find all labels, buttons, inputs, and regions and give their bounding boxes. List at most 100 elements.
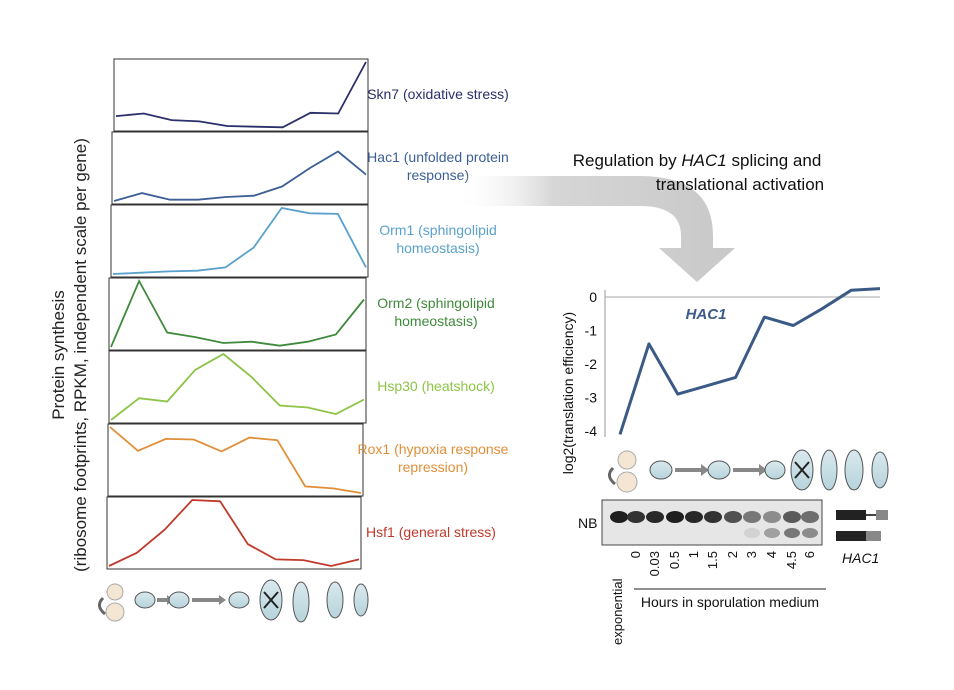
series-label-hsp30: Hsp30 (heatshock) — [377, 378, 495, 394]
blot-band-lower — [802, 528, 818, 538]
cell-stage2-icon-left — [168, 591, 190, 609]
hours-tick-label: 0.5 — [667, 551, 682, 569]
te-y-tick-label: -4 — [585, 423, 598, 439]
series-label-orm2: Orm2 (sphingolipid — [377, 295, 495, 311]
panel-frame-rox1 — [107, 423, 364, 497]
hours-tick-label: 0 — [628, 551, 643, 558]
panel-hac1: Hac1 (unfolded protein response) — [111, 131, 509, 205]
cell-stage2-icon — [707, 460, 731, 480]
hours-tick-label: 3 — [744, 551, 759, 558]
cell-stage5-icon — [820, 449, 838, 491]
spindle-icon-left — [263, 591, 279, 609]
series-line-rox1 — [109, 426, 362, 494]
te-y-tick-label: -3 — [585, 390, 598, 406]
panel-orm2: Orm2 (sphingolipid homeostasis) — [108, 277, 495, 351]
spliced-exon1 — [836, 531, 866, 541]
blot-band-upper — [724, 511, 742, 523]
blot-band-upper — [685, 511, 703, 523]
daughter-cell-icon — [616, 471, 638, 493]
te-y-axis-label: log2(translation efficiency) — [560, 312, 576, 474]
exponential-label: exponential — [610, 578, 625, 645]
cell-stage1-icon-left — [134, 591, 156, 609]
cycle-arrow-icon-left — [98, 596, 106, 616]
cell-stage1-icon — [649, 460, 673, 480]
cell-stage7-icon-left — [353, 583, 369, 617]
nb-label: NB — [578, 515, 597, 531]
hours-tick-labels: 0 0.03 0.5 1 1.5 2 3 4 4.5 6 — [628, 551, 817, 576]
panel-hsp30: Hsp30 (heatshock) — [108, 350, 495, 424]
te-y-tick-label: 0 — [589, 289, 597, 305]
hours-tick-label: 4 — [764, 551, 779, 558]
series-line-hsf1 — [108, 499, 360, 567]
series-line-orm2 — [110, 278, 365, 348]
cycle-arrow-icon — [608, 466, 616, 486]
panel-rox1: Rox1 (hypoxia response repression) — [107, 423, 509, 497]
blot-band-upper — [666, 511, 684, 523]
panel-skn7: Skn7 (oxidative stress) — [113, 58, 509, 132]
blot-band-upper — [743, 511, 761, 523]
te-series-line — [618, 287, 881, 435]
series-label-orm1-line2: homeostasis) — [396, 240, 479, 256]
te-title: HAC1 — [686, 306, 727, 323]
hours-tick-label: 1 — [686, 551, 701, 558]
series-label-hsf1: Hsf1 (general stress) — [366, 524, 496, 540]
hours-tick-label: 1.5 — [705, 551, 720, 569]
blot-band-upper — [704, 511, 722, 523]
te-y-ticks: 0 -1 -2 -3 -4 — [585, 289, 598, 439]
regulation-line2: translational activation — [656, 175, 824, 194]
spindle-icon — [794, 461, 810, 479]
hac1-transcript-diagram — [836, 510, 888, 541]
gene-panels: Skn7 (oxidative stress) Hac1 (unfolded pr… — [106, 58, 509, 570]
unspliced-exon2 — [876, 510, 888, 520]
series-label-orm2-line2: homeostasis) — [394, 313, 477, 329]
hours-tick-label: 0.03 — [647, 551, 662, 576]
regulation-arrow — [455, 176, 735, 282]
blot-band-lower — [744, 528, 760, 538]
cell-stage6-icon — [844, 449, 864, 491]
cell-stage5-icon-left — [292, 581, 310, 623]
stage-arrow1-icon — [675, 464, 709, 476]
mother-cell-icon — [617, 450, 637, 470]
cell-stage6-icon-left — [326, 581, 344, 619]
translation-efficiency-chart: log2(translation efficiency) HAC1 0 -1 -2 -… — [560, 287, 881, 474]
stage-arrow2-icon-left — [192, 595, 226, 605]
panel-orm1: Orm1 (sphingolipid homeostasis) — [110, 204, 497, 278]
blot-band-upper — [801, 511, 819, 523]
hours-tick-label: 2 — [725, 551, 740, 558]
series-line-skn7 — [115, 61, 367, 129]
blot-bands — [610, 511, 819, 538]
sporulation-cells-right — [608, 449, 889, 493]
hours-tick-label: 4.5 — [784, 551, 799, 569]
y-axis-label-line1: Protein synthesis — [49, 290, 68, 419]
cell-stage3-icon-left — [228, 591, 250, 609]
series-label-skn7: Skn7 (oxidative stress) — [367, 86, 509, 102]
blot-band-upper — [763, 511, 781, 523]
spliced-exon2 — [866, 531, 881, 541]
regulation-text: Regulation by HAC1 splicing and translat… — [573, 151, 824, 194]
regulation-arrow-body — [455, 176, 735, 282]
hours-label: Hours in sporulation medium — [641, 594, 819, 610]
cell-stage3-icon — [764, 460, 786, 480]
regulation-line1: Regulation by HAC1 splicing and — [573, 151, 822, 170]
te-y-tick-label: -1 — [585, 323, 598, 339]
te-series — [618, 287, 881, 435]
blot-band-upper — [627, 511, 645, 523]
cell-stage7-icon — [871, 451, 889, 489]
unspliced-exon1 — [836, 510, 866, 520]
te-y-tick-label: -2 — [585, 356, 598, 372]
series-label-orm1: Orm1 (sphingolipid — [379, 222, 497, 238]
y-axis-label-line2: (ribosome footprints, RPKM, independent … — [71, 138, 90, 572]
blot-band-upper — [646, 511, 664, 523]
series-line-orm1 — [112, 207, 367, 275]
panel-frame-hac1 — [111, 131, 369, 205]
panel-hsf1: Hsf1 (general stress) — [106, 496, 496, 570]
series-line-hsp30 — [110, 352, 365, 421]
sporulation-cells-left — [98, 579, 369, 623]
series-label-hac1-line2: response) — [407, 167, 469, 183]
blot-band-upper — [610, 511, 628, 523]
blot-band-lower — [764, 528, 780, 538]
hours-tick-label: 6 — [802, 551, 817, 558]
blot-band-lower — [784, 528, 800, 538]
daughter-cell-icon-left — [105, 602, 125, 622]
